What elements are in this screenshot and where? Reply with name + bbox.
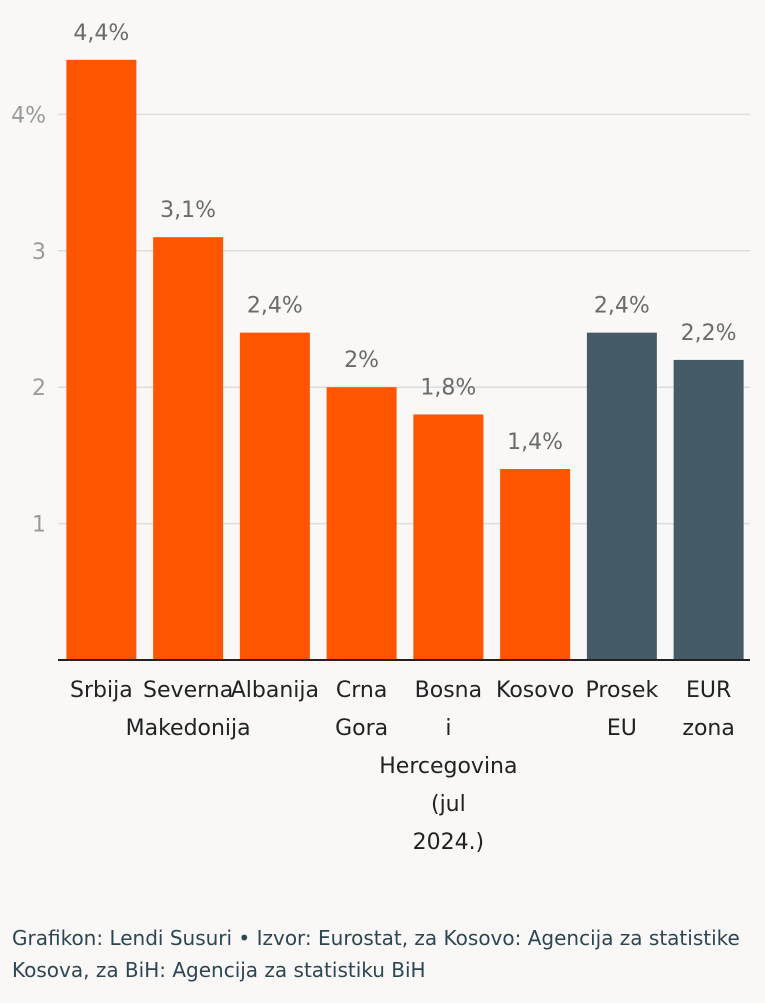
x-tick-label: Kosovo — [496, 678, 574, 703]
bar — [153, 237, 224, 660]
data-label: 2,2% — [681, 321, 737, 346]
data-label: 4,4% — [73, 21, 129, 46]
data-label: 2,4% — [594, 294, 650, 319]
data-label: 2% — [344, 348, 379, 373]
data-label: 2,4% — [247, 294, 303, 319]
chart-area: 1 2 3 4% 4,4% Srbija 3,1% Severna Makedonija 2,4%… — [11, 21, 750, 855]
data-label: 3,1% — [160, 198, 216, 223]
x-tick-label: EUR zona — [682, 678, 734, 741]
y-tick-label: 2 — [32, 376, 46, 401]
bar — [586, 332, 657, 660]
data-label: 1,4% — [507, 430, 563, 455]
bar-chart: 1 2 3 4% 4,4% Srbija 3,1% Severna Makedonija 2,4%… — [11, 21, 750, 855]
y-tick-label: 4% — [11, 103, 46, 128]
bar — [673, 359, 744, 660]
x-tick-label: Severna Makedonija — [126, 678, 251, 741]
bar — [66, 59, 137, 660]
bar — [239, 332, 310, 660]
y-tick-label: 3 — [32, 240, 46, 265]
x-tick-label: Albanija — [231, 678, 319, 703]
bar — [326, 387, 397, 660]
x-tick-label: Bosna i Hercegovina (jul 2024.) — [379, 678, 517, 855]
x-tick-label: Crna Gora — [335, 678, 388, 741]
bar — [413, 414, 484, 660]
bar — [500, 469, 571, 660]
y-tick-label: 1 — [32, 513, 46, 538]
x-tick-label: Srbija — [70, 678, 133, 703]
data-label: 1,8% — [420, 375, 476, 400]
source-credit: Grafikon: Lendi Susuri • Izvor: Eurostat… — [12, 926, 740, 982]
x-tick-label: Prosek EU — [586, 678, 659, 741]
